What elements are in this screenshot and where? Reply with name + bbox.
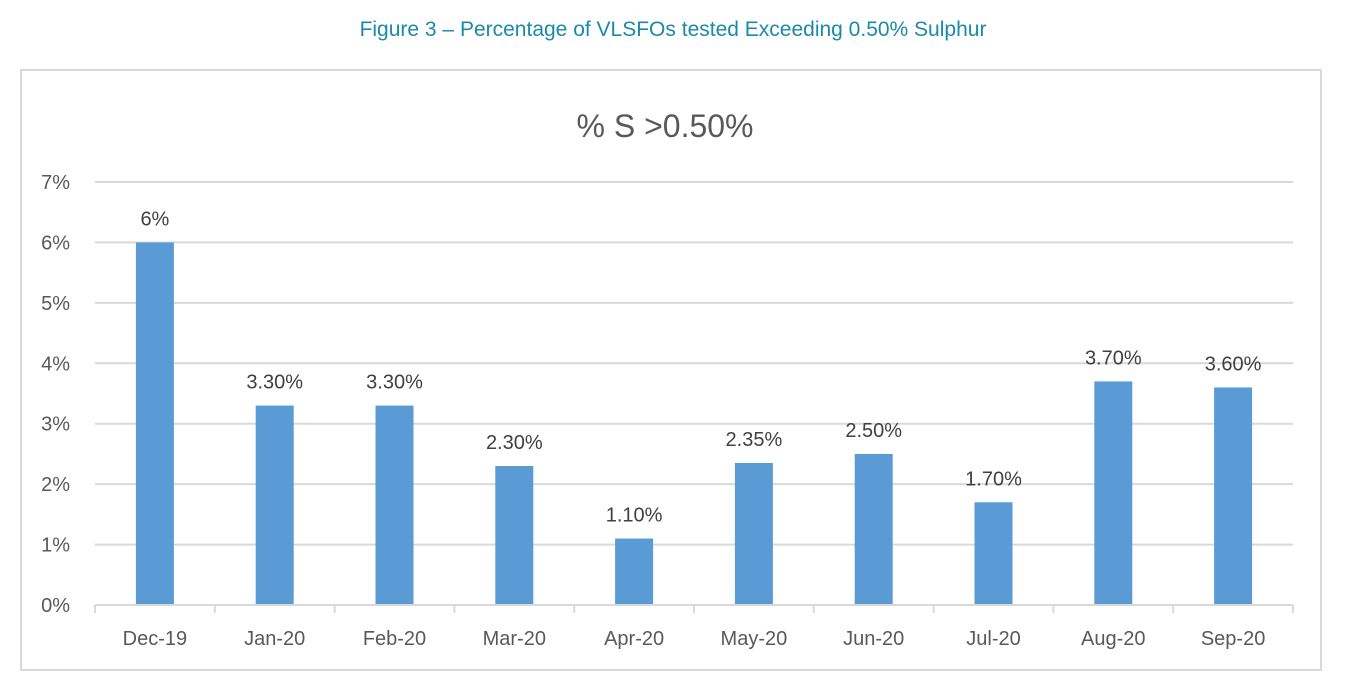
figure-caption: Figure 3 – Percentage of VLSFOs tested E… xyxy=(359,18,987,41)
data-label: 3.30% xyxy=(366,372,423,394)
x-tick-label: Feb-20 xyxy=(363,628,426,650)
y-tick-label: 3% xyxy=(41,414,70,436)
bar xyxy=(255,405,294,605)
bar xyxy=(135,242,174,605)
y-tick-label: 4% xyxy=(41,353,70,375)
bar xyxy=(495,466,534,605)
data-label: 2.35% xyxy=(726,429,783,451)
bar xyxy=(1094,381,1133,605)
data-label: 6% xyxy=(140,208,169,230)
x-tick-label: Mar-20 xyxy=(483,628,546,650)
y-tick-label: 5% xyxy=(41,293,70,315)
data-label: 1.70% xyxy=(965,468,1022,490)
data-label: 3.60% xyxy=(1205,353,1262,375)
x-tick-label: Jan-20 xyxy=(244,628,305,650)
y-tick-label: 2% xyxy=(41,474,70,496)
y-tick-label: 6% xyxy=(41,232,70,254)
data-label: 2.50% xyxy=(845,420,902,442)
bar xyxy=(734,462,773,605)
data-label: 1.10% xyxy=(606,505,663,527)
x-tick-label: Jun-20 xyxy=(843,628,904,650)
bar xyxy=(375,405,414,605)
chart-frame xyxy=(20,69,1322,671)
x-tick-label: May-20 xyxy=(721,628,788,650)
x-tick-label: Jul-20 xyxy=(966,628,1020,650)
data-label: 2.30% xyxy=(486,432,543,454)
y-tick-label: 0% xyxy=(41,595,70,617)
x-tick-label: Apr-20 xyxy=(604,628,664,650)
bar xyxy=(1214,387,1253,605)
data-label: 3.30% xyxy=(246,372,303,394)
x-tick-label: Sep-20 xyxy=(1201,628,1266,650)
y-tick-label: 7% xyxy=(41,172,70,194)
bar xyxy=(974,502,1013,605)
bar xyxy=(854,453,893,605)
x-tick-label: Aug-20 xyxy=(1081,628,1146,650)
chart-title: % S >0.50% xyxy=(577,108,754,144)
bar xyxy=(615,538,654,605)
data-label: 3.70% xyxy=(1085,347,1142,369)
y-tick-label: 1% xyxy=(41,535,70,557)
x-tick-label: Dec-19 xyxy=(123,628,187,650)
